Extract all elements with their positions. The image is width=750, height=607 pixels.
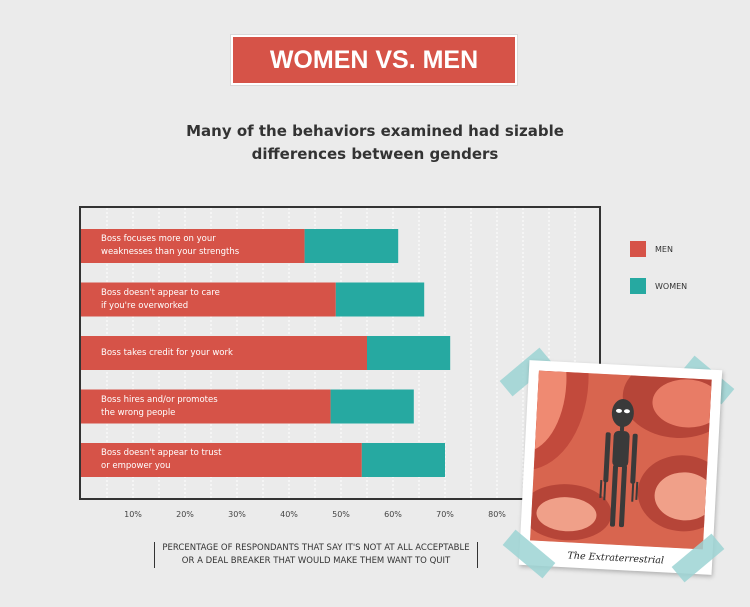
bar-women [304, 229, 399, 263]
axis-caption: PERCENTAGE OF RESPONDANTS THAT SAY IT'S … [154, 542, 478, 568]
bar-category-label: Boss doesn't appear to trust or empower … [101, 448, 222, 471]
bar-women [367, 336, 451, 370]
caption-line-1: PERCENTAGE OF RESPONDANTS THAT SAY IT'S … [162, 543, 470, 553]
caption-line-2: OR A DEAL BREAKER THAT WOULD MAKE THEM W… [181, 556, 451, 566]
x-tick-label: 40% [280, 510, 298, 519]
bar-women [335, 282, 425, 317]
bar-category-label: Boss takes credit for your work [101, 347, 233, 358]
legend-men-swatch [630, 241, 646, 257]
x-tick-label: 60% [384, 510, 402, 519]
legend-women-swatch [630, 278, 646, 294]
x-tick-label: 80% [488, 510, 506, 519]
bar-women [361, 443, 445, 477]
polaroid-photo-card: The Extraterrestrial [518, 360, 723, 575]
x-tick-label: 50% [332, 510, 350, 519]
bar-men [81, 282, 336, 317]
legend-women-label: WOMEN [655, 282, 688, 291]
x-tick-label: 10% [124, 510, 142, 519]
bar-men [81, 229, 305, 263]
bar-category-label: Boss doesn't appear to care if you're ov… [101, 287, 220, 311]
alien-illustration [530, 370, 712, 550]
bar-category-label: Boss focuses more on your weaknesses tha… [101, 234, 240, 257]
x-tick-label: 20% [176, 510, 194, 519]
bar-men [81, 389, 331, 424]
bar-women [330, 389, 414, 424]
subtitle-line-1: Many of the behaviors examined had sizab… [186, 122, 564, 140]
alien-icon [530, 370, 712, 550]
legend-men-label: MEN [655, 245, 673, 254]
x-tick-label: 30% [228, 510, 246, 519]
x-tick-label: 70% [436, 510, 454, 519]
chart-title: WOMEN VS. MEN [231, 35, 517, 85]
bar-category-label: Boss hires and/or promotes the wrong peo… [101, 394, 218, 418]
bar-men [81, 443, 362, 477]
subtitle-line-2: differences between genders [251, 145, 499, 163]
bar-men [81, 336, 367, 370]
